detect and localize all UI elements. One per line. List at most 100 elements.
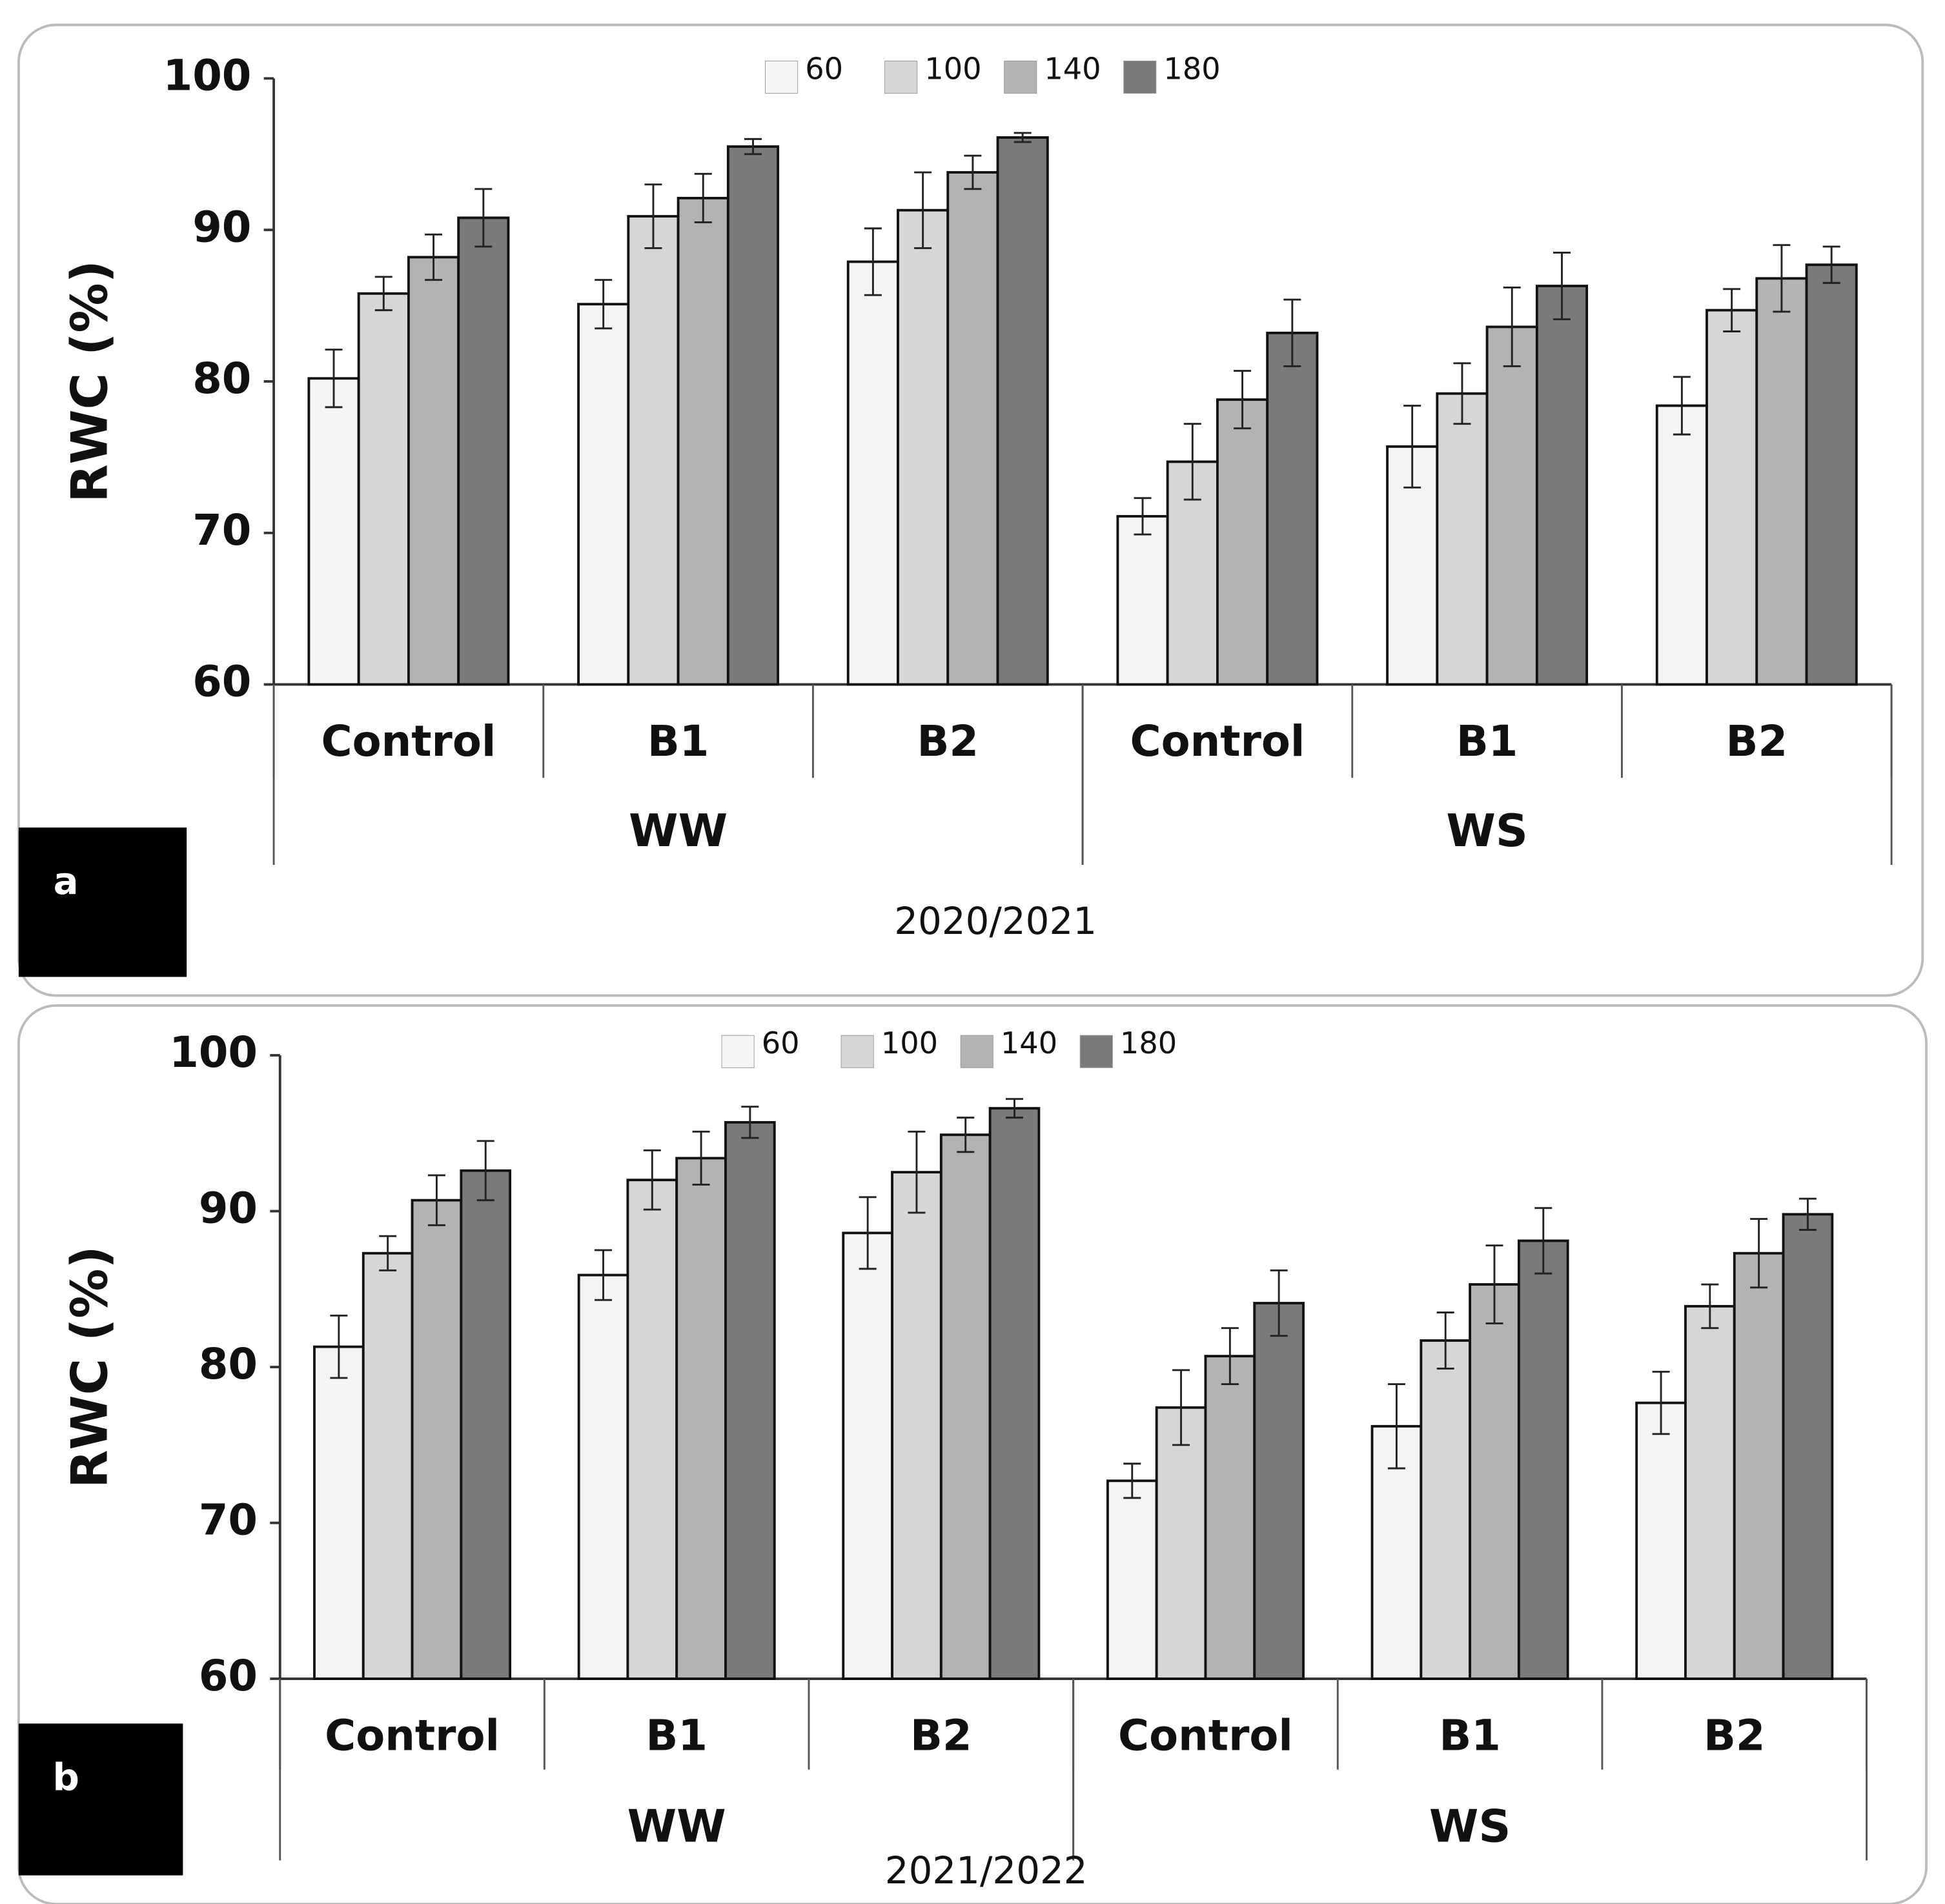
error-bar [1652, 1370, 1670, 1435]
bar [460, 1169, 512, 1680]
error-bar [1798, 1197, 1817, 1231]
group-label: WS [1446, 805, 1528, 857]
error-bar [474, 188, 493, 248]
error-bar [1822, 245, 1840, 284]
error-bar [1387, 1383, 1405, 1470]
legend-label: 100 [881, 1026, 938, 1060]
bar [842, 1231, 893, 1680]
bar [1517, 1239, 1569, 1680]
error-bar [595, 279, 613, 330]
panel-frame [17, 1004, 1928, 1904]
bar [1106, 1479, 1158, 1680]
caption: 2020/2021 [894, 899, 1097, 943]
error-bar [330, 1314, 348, 1379]
legend-label: 60 [805, 51, 843, 86]
panel-label: b [52, 1755, 79, 1799]
bar [1706, 309, 1758, 686]
bar [946, 171, 999, 686]
bar [675, 1157, 727, 1680]
bar [1535, 285, 1589, 686]
legend-swatch [1004, 60, 1037, 94]
error-bar [1485, 1244, 1503, 1324]
error-bar [692, 1130, 710, 1186]
error-bar [744, 137, 762, 156]
caption: 2021/2022 [885, 1848, 1088, 1892]
x-tick-label: B1 [1456, 717, 1518, 766]
bar [1253, 1302, 1305, 1680]
error-bar [325, 349, 343, 409]
bar [988, 1107, 1041, 1680]
y-tick-label: 100 [163, 52, 252, 101]
bar [577, 303, 630, 686]
x-tick-label: B2 [1704, 1712, 1766, 1761]
error-bar [1172, 1369, 1190, 1446]
legend-label: 180 [1163, 51, 1220, 86]
y-tick-label: 80 [192, 354, 251, 403]
group-label: WS [1429, 1801, 1511, 1852]
legend-swatch [884, 60, 918, 94]
bar [1485, 325, 1538, 686]
error-bar [1553, 251, 1571, 321]
error-bar [643, 1149, 661, 1211]
panel-label: a [54, 859, 79, 903]
error-bar [1283, 298, 1301, 367]
legend-label: 180 [1120, 1026, 1177, 1060]
bar [996, 136, 1049, 686]
bar [1733, 1251, 1785, 1680]
bar [1684, 1304, 1736, 1680]
error-bar [908, 1130, 926, 1214]
bar [411, 1199, 463, 1680]
bar [726, 145, 780, 686]
y-tick-label: 60 [199, 1652, 258, 1701]
bar [1655, 404, 1708, 686]
y-tick-label: 100 [169, 1028, 258, 1077]
error-bar [1503, 286, 1521, 367]
legend-swatch [765, 60, 799, 94]
error-bar [1221, 1327, 1239, 1386]
x-tick-label: Control [1130, 717, 1305, 766]
y-tick-label: 80 [199, 1340, 258, 1389]
error-bar [595, 1249, 613, 1301]
error-bar [374, 276, 392, 312]
legend-swatch [1123, 60, 1157, 94]
y-tick-label: 90 [199, 1184, 258, 1233]
bar [1755, 277, 1808, 686]
error-bar [1701, 1283, 1719, 1330]
error-bar [1534, 1207, 1553, 1275]
bar [846, 260, 899, 686]
error-bar [694, 172, 712, 223]
bar [1469, 1283, 1520, 1680]
error-bar [1436, 1312, 1454, 1370]
y-tick-label: 70 [192, 506, 251, 555]
bar [1116, 514, 1169, 686]
error-bar [1723, 288, 1741, 332]
bar [362, 1251, 414, 1680]
legend-swatch [840, 1035, 874, 1068]
bar [1266, 331, 1319, 686]
panel-label-box [18, 827, 187, 977]
error-bar [914, 171, 932, 249]
y-tick-label: 70 [199, 1496, 258, 1545]
group-label: WW [629, 805, 728, 857]
bar [891, 1171, 942, 1680]
x-tick-label: B1 [1439, 1712, 1501, 1761]
legend-label: 60 [762, 1026, 800, 1060]
legend-label: 100 [924, 51, 981, 86]
panel-frame [17, 23, 1924, 997]
bar [1420, 1339, 1472, 1680]
error-bar [964, 154, 982, 190]
x-tick-label: B2 [1726, 717, 1788, 766]
error-bar [1673, 376, 1691, 436]
bar [897, 208, 950, 686]
bar [407, 256, 460, 686]
panel-label-box [18, 1723, 183, 1876]
error-bar [1750, 1218, 1768, 1289]
error-bar [864, 227, 882, 296]
error-bar [1006, 1098, 1023, 1119]
legend-swatch [1079, 1035, 1113, 1068]
error-bar [476, 1140, 494, 1202]
error-bar [957, 1117, 975, 1153]
error-bar [1773, 244, 1791, 313]
bar [1155, 1406, 1207, 1680]
